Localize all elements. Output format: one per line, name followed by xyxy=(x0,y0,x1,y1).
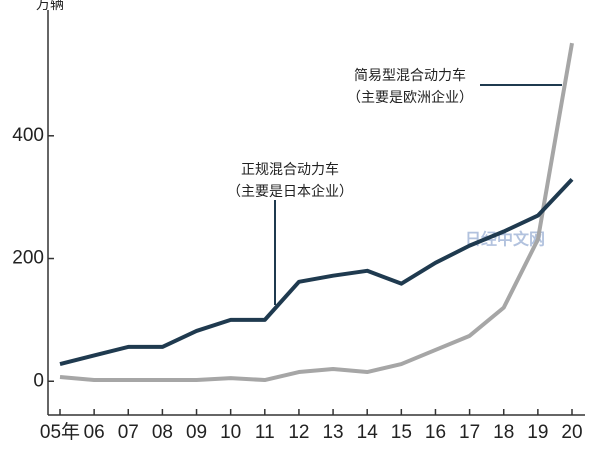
watermark: 日经中文网 xyxy=(465,230,545,249)
y-tick-label: 400 xyxy=(12,125,44,146)
series-line xyxy=(59,42,574,383)
x-tick-label: 15 xyxy=(391,422,412,443)
y-tick-label: 200 xyxy=(12,248,44,269)
series-line xyxy=(59,177,574,367)
x-tick-label: 12 xyxy=(288,422,309,443)
x-tick-label: 09 xyxy=(186,422,207,443)
y-axis-label: 万辆 xyxy=(36,0,64,13)
x-tick-label: 18 xyxy=(493,422,514,443)
x-tick-label: 05年 xyxy=(40,421,80,443)
x-tick-label: 13 xyxy=(322,422,343,443)
x-tick-label: 10 xyxy=(220,422,241,443)
annotation-title: 正规混合动力车 xyxy=(241,161,339,178)
x-tick-label: 14 xyxy=(357,422,379,443)
x-tick-label: 11 xyxy=(255,422,275,443)
x-tick-label: 08 xyxy=(152,422,173,443)
y-tick-label: 0 xyxy=(33,370,44,391)
annotation-note: （主要是欧洲企业） xyxy=(347,89,473,106)
x-tick-label: 17 xyxy=(459,422,480,443)
annotation-note: （主要是日本企业） xyxy=(227,183,353,200)
annotation-title: 简易型混合动力车 xyxy=(354,67,466,84)
x-tick-label: 20 xyxy=(561,422,582,443)
x-tick-label: 06 xyxy=(84,422,105,443)
x-tick-label: 07 xyxy=(118,422,139,443)
x-tick-label: 16 xyxy=(425,422,446,443)
x-tick-label: 19 xyxy=(527,422,548,443)
